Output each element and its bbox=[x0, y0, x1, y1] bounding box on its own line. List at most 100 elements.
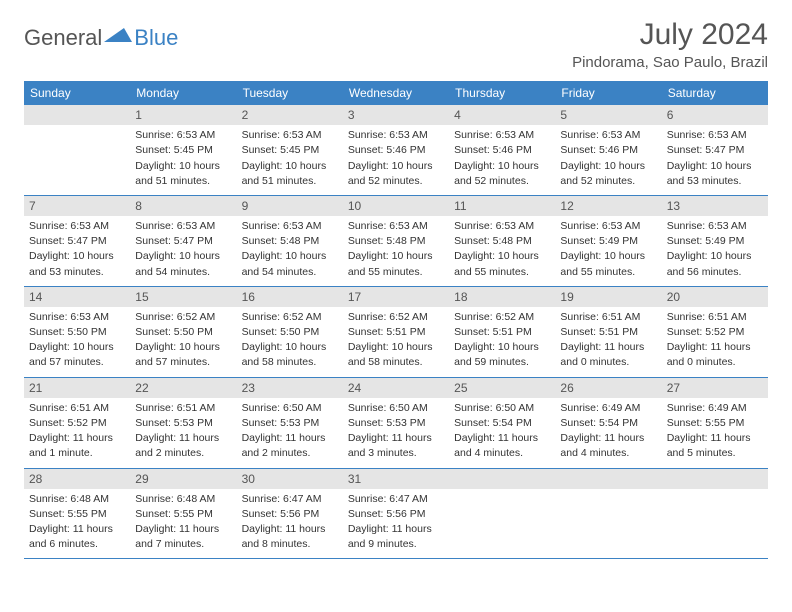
day-details: Sunrise: 6:53 AMSunset: 5:46 PMDaylight:… bbox=[560, 128, 656, 188]
daylight2-text: and 0 minutes. bbox=[667, 355, 763, 369]
day-details: Sunrise: 6:51 AMSunset: 5:52 PMDaylight:… bbox=[667, 310, 763, 370]
day-cell: 15Sunrise: 6:52 AMSunset: 5:50 PMDayligh… bbox=[130, 287, 236, 377]
day-number: 24 bbox=[343, 378, 449, 398]
sunrise-text: Sunrise: 6:53 AM bbox=[560, 219, 656, 233]
sunset-text: Sunset: 5:54 PM bbox=[560, 416, 656, 430]
day-number: 23 bbox=[237, 378, 343, 398]
daylight2-text: and 4 minutes. bbox=[560, 446, 656, 460]
daylight2-text: and 2 minutes. bbox=[242, 446, 338, 460]
sunset-text: Sunset: 5:49 PM bbox=[667, 234, 763, 248]
daylight1-text: Daylight: 10 hours bbox=[135, 340, 231, 354]
day-details: Sunrise: 6:53 AMSunset: 5:49 PMDaylight:… bbox=[667, 219, 763, 279]
day-details: Sunrise: 6:51 AMSunset: 5:51 PMDaylight:… bbox=[560, 310, 656, 370]
sunrise-text: Sunrise: 6:51 AM bbox=[135, 401, 231, 415]
daylight2-text: and 53 minutes. bbox=[667, 174, 763, 188]
daylight1-text: Daylight: 11 hours bbox=[667, 340, 763, 354]
sunrise-text: Sunrise: 6:53 AM bbox=[560, 128, 656, 142]
day-cell: 20Sunrise: 6:51 AMSunset: 5:52 PMDayligh… bbox=[662, 287, 768, 377]
sunset-text: Sunset: 5:47 PM bbox=[667, 143, 763, 157]
week-row: 21Sunrise: 6:51 AMSunset: 5:52 PMDayligh… bbox=[24, 378, 768, 469]
sunrise-text: Sunrise: 6:53 AM bbox=[242, 219, 338, 233]
daylight1-text: Daylight: 10 hours bbox=[667, 249, 763, 263]
sunrise-text: Sunrise: 6:52 AM bbox=[135, 310, 231, 324]
day-cell: 28Sunrise: 6:48 AMSunset: 5:55 PMDayligh… bbox=[24, 469, 130, 559]
day-cell: 21Sunrise: 6:51 AMSunset: 5:52 PMDayligh… bbox=[24, 378, 130, 468]
day-number: 13 bbox=[662, 196, 768, 216]
sunset-text: Sunset: 5:53 PM bbox=[348, 416, 444, 430]
daylight1-text: Daylight: 11 hours bbox=[560, 340, 656, 354]
dow-wednesday: Wednesday bbox=[343, 81, 449, 105]
sunset-text: Sunset: 5:55 PM bbox=[135, 507, 231, 521]
day-number: 7 bbox=[24, 196, 130, 216]
weeks-container: 1Sunrise: 6:53 AMSunset: 5:45 PMDaylight… bbox=[24, 105, 768, 559]
daylight1-text: Daylight: 10 hours bbox=[135, 159, 231, 173]
daylight2-text: and 0 minutes. bbox=[560, 355, 656, 369]
daylight2-text: and 55 minutes. bbox=[348, 265, 444, 279]
sunset-text: Sunset: 5:53 PM bbox=[242, 416, 338, 430]
daylight1-text: Daylight: 10 hours bbox=[454, 249, 550, 263]
daylight1-text: Daylight: 11 hours bbox=[135, 431, 231, 445]
day-number: 2 bbox=[237, 105, 343, 125]
daylight2-text: and 55 minutes. bbox=[454, 265, 550, 279]
title-block: July 2024 Pindorama, Sao Paulo, Brazil bbox=[572, 18, 768, 71]
day-details: Sunrise: 6:53 AMSunset: 5:45 PMDaylight:… bbox=[242, 128, 338, 188]
day-details: Sunrise: 6:52 AMSunset: 5:50 PMDaylight:… bbox=[242, 310, 338, 370]
daylight1-text: Daylight: 11 hours bbox=[348, 431, 444, 445]
sunrise-text: Sunrise: 6:53 AM bbox=[454, 128, 550, 142]
daylight2-text: and 59 minutes. bbox=[454, 355, 550, 369]
day-cell: 29 Sunrise: 6:48 AMSunset: 5:55 PMDayligh… bbox=[130, 469, 236, 559]
sunrise-text: Sunrise: 6:53 AM bbox=[454, 219, 550, 233]
day-cell: 6Sunrise: 6:53 AMSunset: 5:47 PMDaylight… bbox=[662, 105, 768, 195]
day-number: 19 bbox=[555, 287, 661, 307]
dow-saturday: Saturday bbox=[662, 81, 768, 105]
day-number: 18 bbox=[449, 287, 555, 307]
daylight1-text: Daylight: 10 hours bbox=[667, 159, 763, 173]
daylight2-text: and 3 minutes. bbox=[348, 446, 444, 460]
daylight1-text: Daylight: 10 hours bbox=[242, 159, 338, 173]
month-title: July 2024 bbox=[572, 18, 768, 52]
daylight1-text: Daylight: 10 hours bbox=[348, 249, 444, 263]
sunset-text: Sunset: 5:48 PM bbox=[454, 234, 550, 248]
day-cell: 31Sunrise: 6:47 AMSunset: 5:56 PMDayligh… bbox=[343, 469, 449, 559]
daylight2-text: and 7 minutes. bbox=[135, 537, 231, 551]
day-cell: 7Sunrise: 6:53 AMSunset: 5:47 PMDaylight… bbox=[24, 196, 130, 286]
day-details: Sunrise: 6:51 AMSunset: 5:53 PMDaylight:… bbox=[135, 401, 231, 461]
dow-friday: Friday bbox=[555, 81, 661, 105]
daylight1-text: Daylight: 11 hours bbox=[242, 431, 338, 445]
day-details: Sunrise: 6:48 AMSunset: 5:55 PMDaylight:… bbox=[135, 492, 231, 552]
day-number bbox=[662, 469, 768, 489]
sunrise-text: Sunrise: 6:53 AM bbox=[348, 128, 444, 142]
day-number: 27 bbox=[662, 378, 768, 398]
sunset-text: Sunset: 5:46 PM bbox=[454, 143, 550, 157]
day-number: 29 bbox=[130, 469, 236, 489]
day-cell: 24Sunrise: 6:50 AMSunset: 5:53 PMDayligh… bbox=[343, 378, 449, 468]
day-cell: 8Sunrise: 6:53 AMSunset: 5:47 PMDaylight… bbox=[130, 196, 236, 286]
sunset-text: Sunset: 5:51 PM bbox=[348, 325, 444, 339]
day-cell: 5Sunrise: 6:53 AMSunset: 5:46 PMDaylight… bbox=[555, 105, 661, 195]
day-details: Sunrise: 6:53 AMSunset: 5:46 PMDaylight:… bbox=[454, 128, 550, 188]
day-cell: 30Sunrise: 6:47 AMSunset: 5:56 PMDayligh… bbox=[237, 469, 343, 559]
daylight2-text: and 54 minutes. bbox=[242, 265, 338, 279]
daylight2-text: and 6 minutes. bbox=[29, 537, 125, 551]
day-number: 8 bbox=[130, 196, 236, 216]
day-details: Sunrise: 6:49 AMSunset: 5:54 PMDaylight:… bbox=[560, 401, 656, 461]
daylight2-text: and 58 minutes. bbox=[242, 355, 338, 369]
sunset-text: Sunset: 5:52 PM bbox=[667, 325, 763, 339]
sunrise-text: Sunrise: 6:51 AM bbox=[560, 310, 656, 324]
sunrise-text: Sunrise: 6:53 AM bbox=[29, 310, 125, 324]
day-cell: 10Sunrise: 6:53 AMSunset: 5:48 PMDayligh… bbox=[343, 196, 449, 286]
day-number: 12 bbox=[555, 196, 661, 216]
day-details: Sunrise: 6:53 AMSunset: 5:47 PMDaylight:… bbox=[667, 128, 763, 188]
daylight1-text: Daylight: 10 hours bbox=[29, 340, 125, 354]
calendar-page: General Blue July 2024 Pindorama, Sao Pa… bbox=[0, 0, 792, 569]
daylight2-text: and 57 minutes. bbox=[29, 355, 125, 369]
day-details: Sunrise: 6:53 AMSunset: 5:45 PMDaylight:… bbox=[135, 128, 231, 188]
daylight2-text: and 9 minutes. bbox=[348, 537, 444, 551]
day-cell: 11Sunrise: 6:53 AMSunset: 5:48 PMDayligh… bbox=[449, 196, 555, 286]
sunset-text: Sunset: 5:53 PM bbox=[135, 416, 231, 430]
daylight1-text: Daylight: 10 hours bbox=[29, 249, 125, 263]
day-cell: 4Sunrise: 6:53 AMSunset: 5:46 PMDaylight… bbox=[449, 105, 555, 195]
day-details: Sunrise: 6:53 AMSunset: 5:49 PMDaylight:… bbox=[560, 219, 656, 279]
sunset-text: Sunset: 5:50 PM bbox=[29, 325, 125, 339]
sunrise-text: Sunrise: 6:53 AM bbox=[29, 219, 125, 233]
